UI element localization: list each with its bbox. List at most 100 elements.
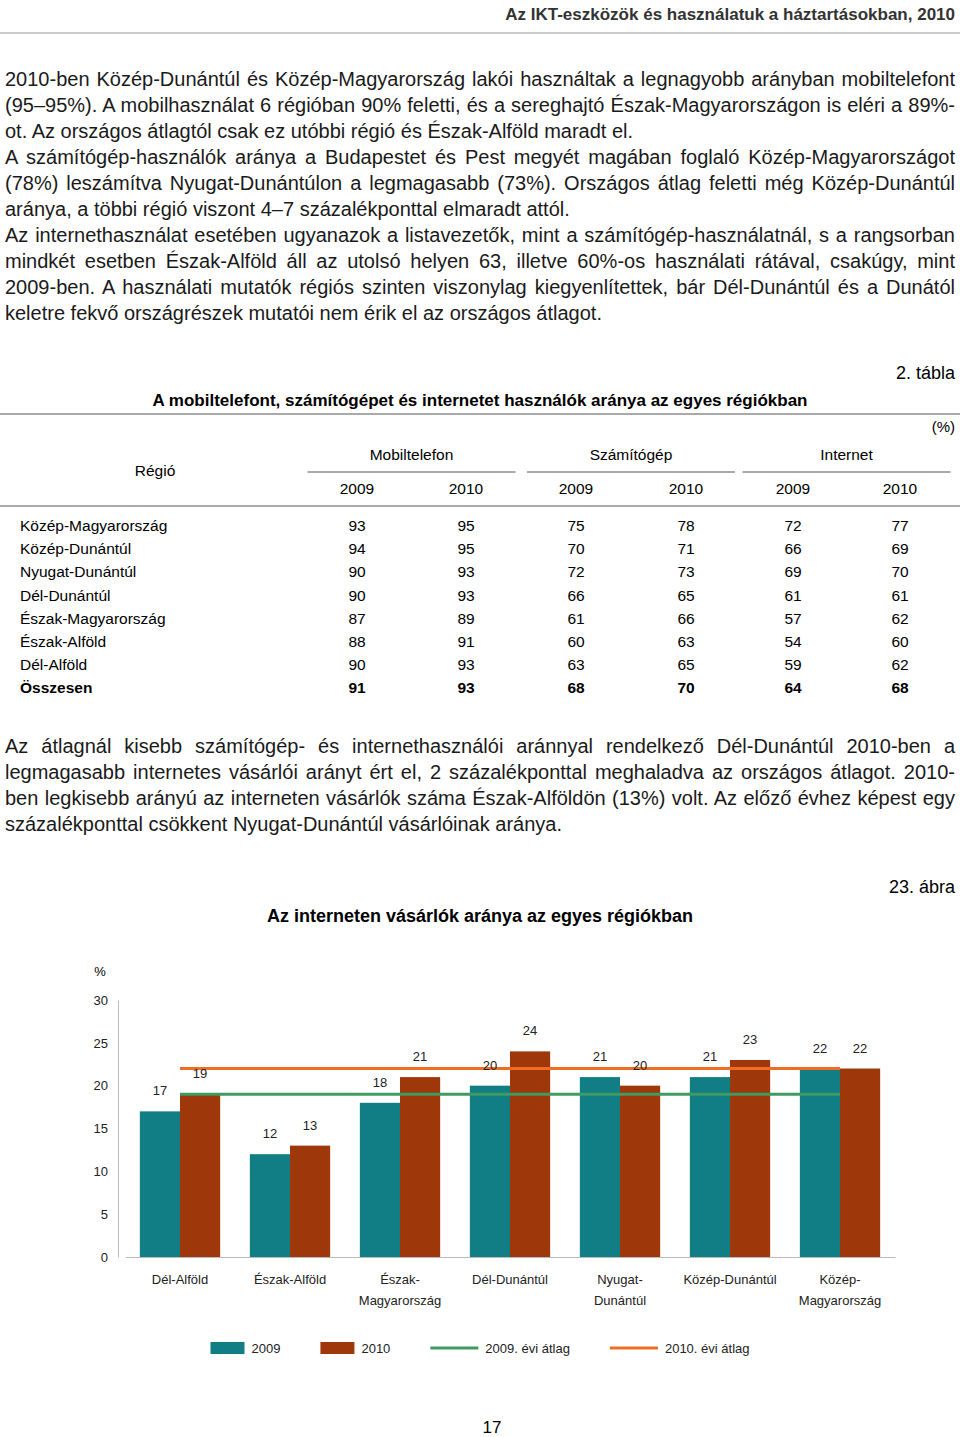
x-tick-label: Közép-Magyarország [799,1272,881,1308]
y-tick: 10 [94,1164,118,1179]
legend-swatch [320,1342,354,1354]
legend-label: 2010. évi átlag [665,1341,750,1356]
table-cell: 60 [891,633,909,650]
table-cell: 72 [567,563,584,580]
table-cell: 94 [348,540,366,557]
legend-label: 2010 [361,1341,390,1356]
bar [290,1146,330,1257]
page-number: 17 [483,1418,502,1437]
y-axis-line [118,1001,119,1258]
paragraph: Az internethasználat esetében ugyanazok … [5,222,955,326]
legend-swatch [430,1347,478,1350]
table-cell: 64 [784,679,802,696]
table-row-label: Összesen [20,679,92,696]
x-tick-label: Dél-Alföld [152,1272,208,1287]
running-header: Az IKT-eszközök és használatuk a háztart… [505,5,955,24]
x-axis-line [126,1257,896,1258]
legend-swatch [211,1342,245,1354]
table-cell: 54 [784,633,802,650]
x-tick-label: Dél-Dunántúl [472,1272,548,1287]
bar [470,1086,510,1257]
table-cell: 69 [784,563,801,580]
table-year-header: 2009 [559,480,593,497]
bar [690,1077,730,1257]
table-cell: 91 [348,679,366,696]
table-row-label: Észak-Alföld [20,633,106,650]
y-tick: 30 [94,993,118,1008]
data-label: 22 [853,1041,867,1056]
table-cell: 57 [784,610,801,627]
figure-number: 23. ábra [889,877,956,897]
table-cell: 62 [891,656,908,673]
table-cell: 70 [677,679,694,696]
data-label: 22 [813,1041,827,1056]
x-tick: Közép-Magyarország [799,1257,881,1308]
table-unit: (%) [932,418,955,435]
table-cell: 90 [348,656,366,673]
table-cell: 66 [677,610,694,627]
table-group-header: Internet [820,446,873,463]
table-cell: 63 [677,633,694,650]
bar [800,1069,840,1257]
data-label: 24 [523,1023,537,1038]
legend-label: 2009. évi átlag [485,1341,570,1356]
bar [730,1060,770,1257]
bar [140,1111,180,1257]
x-tick: Dél-Alföld [152,1257,208,1287]
table-group-header: Mobiltelefon [370,446,454,463]
table-cell: 91 [457,633,474,650]
table-cell: 93 [457,587,474,604]
table-cell: 93 [457,679,475,696]
table-row-label: Közép-Dunántúl [20,540,131,557]
y-tick-label: 30 [94,993,108,1008]
table-cell: 89 [457,610,474,627]
table-cell: 90 [348,587,366,604]
legend-item: 2009 [211,1341,281,1356]
header-rule [0,33,960,34]
plot-marks [140,1051,880,1257]
table-cell: 70 [891,563,909,580]
table-cell: 65 [677,587,694,604]
x-axis: Dél-Alföld Észak-Alföld Észak-Magyarország… [126,1257,896,1308]
table-row-label: Nyugat-Dunántúl [20,563,136,580]
table-cell: 63 [567,656,584,673]
table-row-label: Dél-Dunántúl [20,587,110,604]
y-tick: 15 [94,1121,118,1136]
y-tick: 20 [94,1078,118,1093]
data-labels: 1712182021212219132124202322 [153,1023,868,1141]
table-cell: 61 [567,610,584,627]
table-cell: 61 [784,587,801,604]
bar [620,1086,660,1257]
y-tick-label: 10 [94,1164,108,1179]
table-cell: 68 [567,679,585,696]
table-cell: 72 [784,517,801,534]
legend-label: 2009 [252,1341,281,1356]
x-tick-label: Nyugat-Dunántúl [594,1272,646,1308]
x-tick: Észak-Magyarország [359,1257,441,1308]
x-tick-label: Észak-Alföld [254,1272,326,1287]
page: {"header": {"title": "Az IKT-eszközök és… [0,0,960,1437]
table-number: 2. tábla [896,363,956,383]
table-cell: 93 [457,563,474,580]
y-tick-label: 20 [94,1078,108,1093]
y-tick-label: 0 [101,1250,108,1265]
table-year-header: 2009 [776,480,810,497]
bar [510,1051,550,1257]
bar [360,1103,400,1257]
table-year-header: 2010 [669,480,704,497]
table-cell: 66 [784,540,801,557]
table-cell: 62 [891,610,908,627]
table-year-header: 2010 [449,480,484,497]
table-cell: 77 [891,517,908,534]
bar [580,1077,620,1257]
y-tick: 5 [101,1207,118,1222]
data-label: 18 [373,1075,387,1090]
data-label: 20 [483,1058,497,1073]
legend-item: 2009. évi átlag [430,1341,570,1356]
x-tick-label: Közép-Dunántúl [683,1272,776,1287]
table-cell: 61 [891,587,908,604]
table-header: Régió [135,462,176,479]
x-tick-label: Észak-Magyarország [359,1272,441,1308]
y-axis-title: % [94,964,106,979]
table-cell: 93 [457,656,474,673]
